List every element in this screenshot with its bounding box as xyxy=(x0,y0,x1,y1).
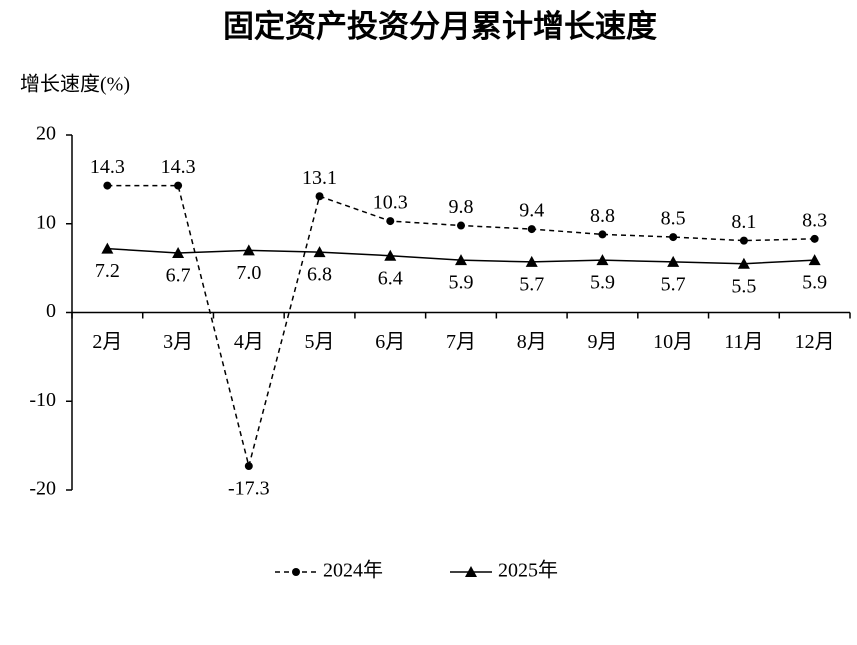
marker xyxy=(667,255,680,267)
marker xyxy=(244,462,253,471)
data-label: 5.7 xyxy=(519,274,544,296)
data-label: 8.3 xyxy=(802,209,827,231)
marker xyxy=(596,254,609,266)
x-tick-label: 2月 xyxy=(92,331,122,353)
x-tick-label: 3月 xyxy=(163,331,193,353)
marker xyxy=(315,192,324,201)
marker xyxy=(739,236,748,245)
marker xyxy=(598,230,607,239)
x-tick-label: 9月 xyxy=(587,331,617,353)
data-label: 9.4 xyxy=(519,200,544,222)
data-label: 6.8 xyxy=(307,264,332,286)
legend-marker xyxy=(292,568,300,576)
data-label: 6.4 xyxy=(378,267,403,289)
data-label: 6.7 xyxy=(166,265,191,287)
marker xyxy=(808,254,821,266)
marker xyxy=(101,242,114,254)
x-tick-label: 6月 xyxy=(375,331,405,353)
data-label: 8.8 xyxy=(590,205,615,227)
data-label: 13.1 xyxy=(302,167,337,189)
chart-title: 固定资产投资分月累计增长速度 xyxy=(223,9,657,44)
marker xyxy=(810,234,819,243)
data-label: 7.2 xyxy=(95,260,120,282)
data-label: 14.3 xyxy=(161,156,196,178)
marker xyxy=(669,233,678,242)
legend-label: 2024年 xyxy=(323,559,383,582)
data-label: 7.0 xyxy=(236,262,261,284)
data-label: 9.8 xyxy=(449,196,474,218)
marker xyxy=(386,217,395,226)
y-tick-label: -20 xyxy=(29,478,56,500)
y-tick-label: 0 xyxy=(46,300,56,322)
data-label: 5.9 xyxy=(449,272,474,294)
x-tick-label: 10月 xyxy=(653,331,693,353)
marker xyxy=(384,249,397,261)
marker xyxy=(172,247,185,259)
marker xyxy=(737,257,750,269)
marker xyxy=(242,244,255,256)
y-axis-label: 增长速度(%) xyxy=(20,73,130,96)
data-label: 8.5 xyxy=(661,208,686,230)
data-label: -17.3 xyxy=(228,478,270,500)
data-label: 14.3 xyxy=(90,156,125,178)
legend-marker xyxy=(465,566,477,577)
y-tick-label: 10 xyxy=(36,211,56,233)
x-tick-label: 8月 xyxy=(517,331,547,353)
data-label: 5.9 xyxy=(590,272,615,294)
y-tick-label: 20 xyxy=(36,123,56,145)
x-tick-label: 7月 xyxy=(446,331,476,353)
legend-label: 2025年 xyxy=(498,559,558,582)
marker xyxy=(313,246,326,258)
x-tick-label: 4月 xyxy=(234,331,264,353)
data-label: 5.5 xyxy=(731,275,756,297)
data-label: 5.9 xyxy=(802,272,827,294)
x-tick-label: 11月 xyxy=(724,331,763,353)
y-tick-label: -10 xyxy=(29,389,56,411)
data-label: 5.7 xyxy=(661,274,686,296)
marker xyxy=(457,221,465,230)
x-tick-label: 12月 xyxy=(795,331,835,353)
data-label: 10.3 xyxy=(373,192,408,214)
marker xyxy=(174,181,183,190)
data-label: 8.1 xyxy=(731,211,756,233)
x-tick-label: 5月 xyxy=(305,331,335,353)
marker xyxy=(525,255,538,267)
marker xyxy=(455,254,467,266)
marker xyxy=(103,181,112,190)
marker xyxy=(527,225,536,234)
